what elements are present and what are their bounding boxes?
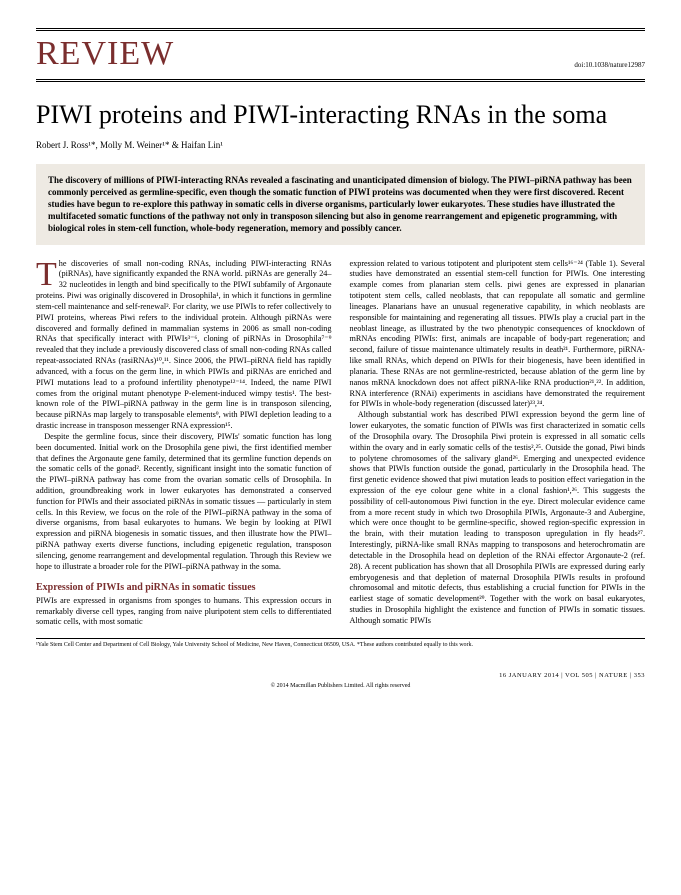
review-header: REVIEW doi:10.1038/nature12987 <box>36 28 645 82</box>
doi: doi:10.1038/nature12987 <box>574 61 645 73</box>
copyright: © 2014 Macmillan Publishers Limited. All… <box>0 679 681 697</box>
para-5: Although substantial work has described … <box>350 410 646 627</box>
para-2: Despite the germline focus, since their … <box>36 432 332 573</box>
authors: Robert J. Ross¹*, Molly M. Weiner¹* & Ha… <box>36 140 645 150</box>
para-1: The discoveries of small non-coding RNAs… <box>36 259 332 432</box>
column-left: The discoveries of small non-coding RNAs… <box>36 259 332 629</box>
column-right: expression related to various totipotent… <box>350 259 646 629</box>
section-heading-expression: Expression of PIWIs and piRNAs in somati… <box>36 581 332 594</box>
affiliation: ¹Yale Stem Cell Center and Department of… <box>36 638 645 648</box>
dropcap: T <box>36 261 59 289</box>
abstract: The discovery of millions of PIWI-intera… <box>36 164 645 245</box>
para-4: expression related to various totipotent… <box>350 259 646 411</box>
review-label: REVIEW <box>36 35 174 73</box>
page-footer: 16 JANUARY 2014 | VOL 505 | NATURE | 353 <box>0 672 681 679</box>
para-3: PIWIs are expressed in organisms from sp… <box>36 596 332 628</box>
body-columns: The discoveries of small non-coding RNAs… <box>36 259 645 629</box>
footer-right: 16 JANUARY 2014 | VOL 505 | NATURE | 353 <box>499 672 645 679</box>
para-1-text: he discoveries of small non-coding RNAs,… <box>36 259 332 430</box>
article-title: PIWI proteins and PIWI-interacting RNAs … <box>36 100 645 130</box>
